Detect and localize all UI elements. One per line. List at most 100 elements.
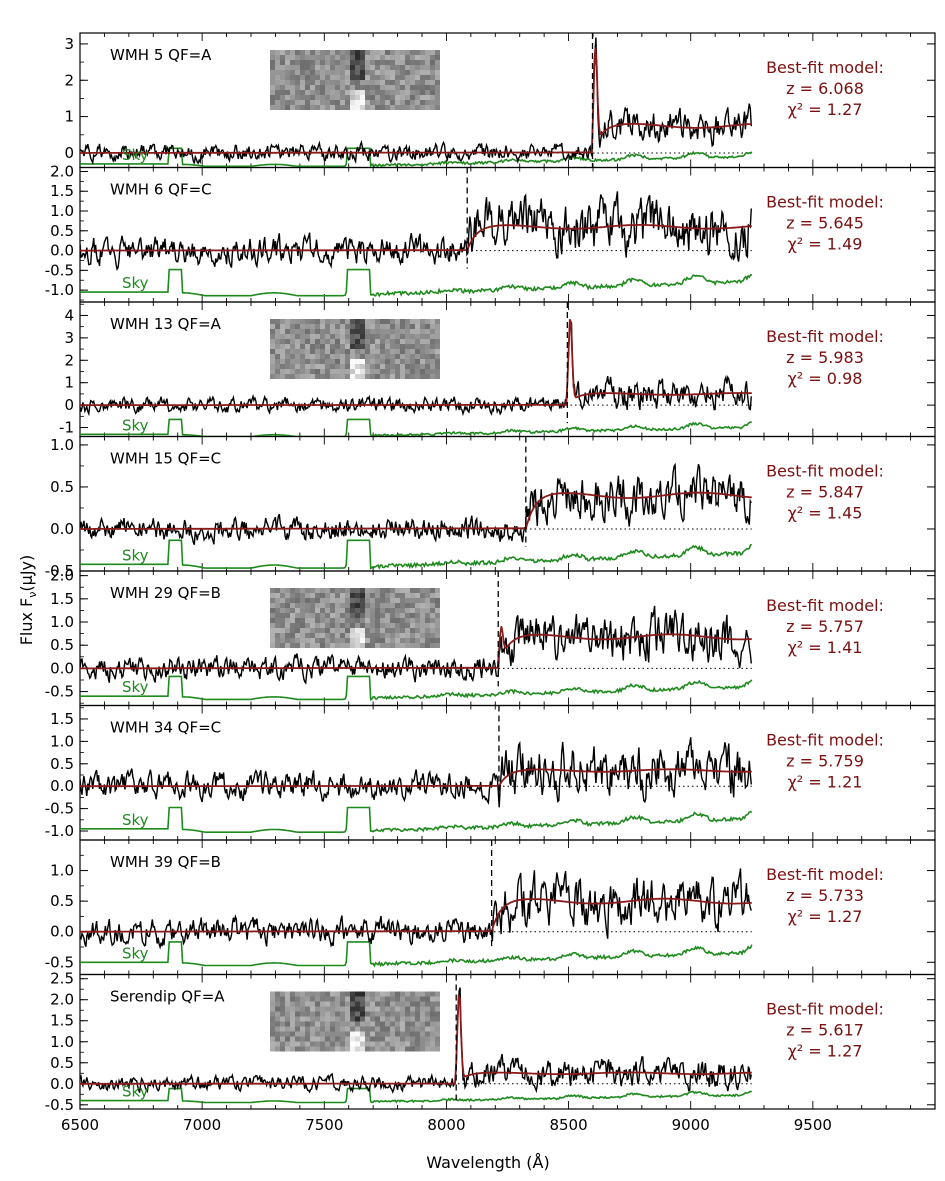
sky-label: Sky xyxy=(122,678,149,696)
object-label: WMH 29 QF=B xyxy=(110,584,221,602)
x-tick-label: 7000 xyxy=(183,1116,221,1134)
y-tick-label: 2.0 xyxy=(50,567,74,585)
sky-spectrum-line xyxy=(80,675,753,701)
chi-square-value: χ² = 1.27 xyxy=(788,1042,863,1061)
observed-spectrum-line xyxy=(80,191,752,271)
y-tick-label: 0.0 xyxy=(50,242,74,260)
observed-spectrum-line xyxy=(80,868,752,950)
y-tick-label: -0.5 xyxy=(45,683,74,701)
y-tick-label: 1 xyxy=(64,374,74,392)
object-label: WMH 39 QF=B xyxy=(110,853,221,871)
best-fit-model-line xyxy=(80,626,752,670)
sky-spectrum-line xyxy=(80,539,752,570)
observed-spectrum-line xyxy=(80,322,752,417)
y-axis-label-main: Flux F xyxy=(17,598,36,646)
y-tick-label: -0.5 xyxy=(45,562,74,580)
panel-traces xyxy=(80,33,753,168)
redshift-value: z = 5.645 xyxy=(786,214,864,233)
redshift-value: z = 5.759 xyxy=(786,752,864,771)
y-tick-label: 1.0 xyxy=(50,613,74,631)
y-tick-label: 0.5 xyxy=(50,478,74,496)
y-tick-label: 2.0 xyxy=(50,162,74,180)
thumbnail-image xyxy=(270,991,440,1052)
y-tick-label: -0.5 xyxy=(45,800,74,818)
best-fit-title: Best-fit model: xyxy=(766,1000,884,1019)
y-tick-label: -1 xyxy=(59,419,74,437)
best-fit-model-line xyxy=(80,768,752,788)
y-tick-label: 3 xyxy=(64,329,74,347)
object-label: WMH 6 QF=C xyxy=(110,181,212,199)
x-tick-label: 8500 xyxy=(549,1116,587,1134)
panel-wmh-29: -0.5 0.0 0.5 1.0 1.5 2.0 WMH 29 QF=B Sky Best-fi… xyxy=(45,567,936,707)
redshift-value: z = 5.847 xyxy=(786,483,864,502)
observed-spectrum-line xyxy=(80,462,752,545)
best-fit-title: Best-fit model: xyxy=(766,193,884,212)
sky-label: Sky xyxy=(122,811,149,829)
panel-wmh-13: -1 0 1 2 3 4 WMH 13 QF=A Sky Best-fit model: z = … xyxy=(59,301,936,438)
y-axis-label-unit: (μJy) xyxy=(17,555,36,592)
panel-wmh-34: -1.0 -0.5 0.0 0.5 1.0 1.5 WMH 34 QF=C Sky Best-f… xyxy=(45,704,936,841)
y-tick-label: 0.0 xyxy=(50,659,74,677)
chi-square-value: χ² = 1.21 xyxy=(788,773,863,792)
thumbnail-image xyxy=(270,319,440,379)
y-tick-label: -1.0 xyxy=(45,822,74,840)
y-tick-label: 2 xyxy=(64,351,74,369)
y-tick-label: 1.5 xyxy=(50,590,74,608)
best-fit-title: Best-fit model: xyxy=(766,327,884,346)
best-fit-model-line xyxy=(80,994,752,1085)
sky-spectrum-line xyxy=(80,268,752,298)
y-tick-label: 4 xyxy=(64,306,74,324)
chi-square-value: χ² = 1.49 xyxy=(788,235,863,254)
panel-traces xyxy=(80,840,753,968)
y-tick-label: 1.5 xyxy=(50,1012,74,1030)
y-tick-label: 1.0 xyxy=(50,862,74,880)
redshift-value: z = 5.983 xyxy=(786,348,864,367)
x-axis: 6500 7000 7500 8000 8500 9000 9500 xyxy=(61,1116,832,1134)
y-tick-label: 0 xyxy=(64,144,74,162)
panel-wmh-6: -1.0 -0.50.0 0.5 1.0 1.5 2.0 WMH 6 QF=C Sky Best… xyxy=(45,162,936,303)
y-tick-label: 0.5 xyxy=(50,755,74,773)
thumbnail-image xyxy=(270,50,440,110)
panel-wmh-39: -0.5 0.0 0.5 1.0 WMH 39 QF=B Sky Best-fit mode… xyxy=(45,839,936,976)
sky-spectrum-line xyxy=(80,806,753,833)
best-fit-title: Best-fit model: xyxy=(766,865,884,884)
chi-square-value: χ² = 1.27 xyxy=(788,907,863,926)
y-tick-label: 3 xyxy=(64,35,74,53)
panel-traces xyxy=(80,167,752,298)
y-tick-label: -1.0 xyxy=(45,281,74,299)
observed-spectrum-line xyxy=(80,987,752,1094)
x-tick-label: 7500 xyxy=(305,1116,343,1134)
redshift-value: z = 6.068 xyxy=(786,79,864,98)
panel-traces xyxy=(80,974,752,1104)
x-tick-label: 6500 xyxy=(61,1116,99,1134)
chi-square-value: χ² = 1.41 xyxy=(788,638,863,657)
x-tick-label: 9500 xyxy=(794,1116,832,1134)
y-tick-label: 1.0 xyxy=(50,202,74,220)
sky-label: Sky xyxy=(122,274,149,292)
redshift-value: z = 5.617 xyxy=(786,1021,864,1040)
best-fit-title: Best-fit model: xyxy=(766,731,884,750)
y-tick-label: -0.5 xyxy=(45,261,74,279)
panel-traces xyxy=(80,571,753,701)
thumbnail-image xyxy=(270,588,440,648)
y-tick-label: 1.5 xyxy=(50,182,74,200)
x-tick-label: 9000 xyxy=(672,1116,710,1134)
y-tick-label: 0.5 xyxy=(50,222,74,240)
sky-spectrum-line xyxy=(80,147,753,168)
panel-traces xyxy=(80,705,753,833)
object-label: WMH 13 QF=A xyxy=(110,315,222,333)
y-tick-label: 2.5 xyxy=(50,970,74,988)
observed-spectrum-line xyxy=(80,605,752,685)
panel-wmh-15: -0.5 0.0 0.5 1.0 WMH 15 QF=C Sky Best-fit mode… xyxy=(45,435,936,580)
object-label: WMH 5 QF=A xyxy=(110,46,212,64)
object-label: WMH 34 QF=C xyxy=(110,719,221,737)
y-tick-label: 1.0 xyxy=(50,732,74,750)
best-fit-title: Best-fit model: xyxy=(766,462,884,481)
chi-square-value: χ² = 0.98 xyxy=(788,369,863,388)
sky-label: Sky xyxy=(122,546,149,564)
y-tick-label: 0.5 xyxy=(50,636,74,654)
y-axis-label-sub: ν xyxy=(26,592,39,598)
sky-label: Sky xyxy=(122,146,149,164)
y-axis-label: Flux Fν(μJy) xyxy=(17,555,39,646)
best-fit-model-line xyxy=(80,318,752,406)
